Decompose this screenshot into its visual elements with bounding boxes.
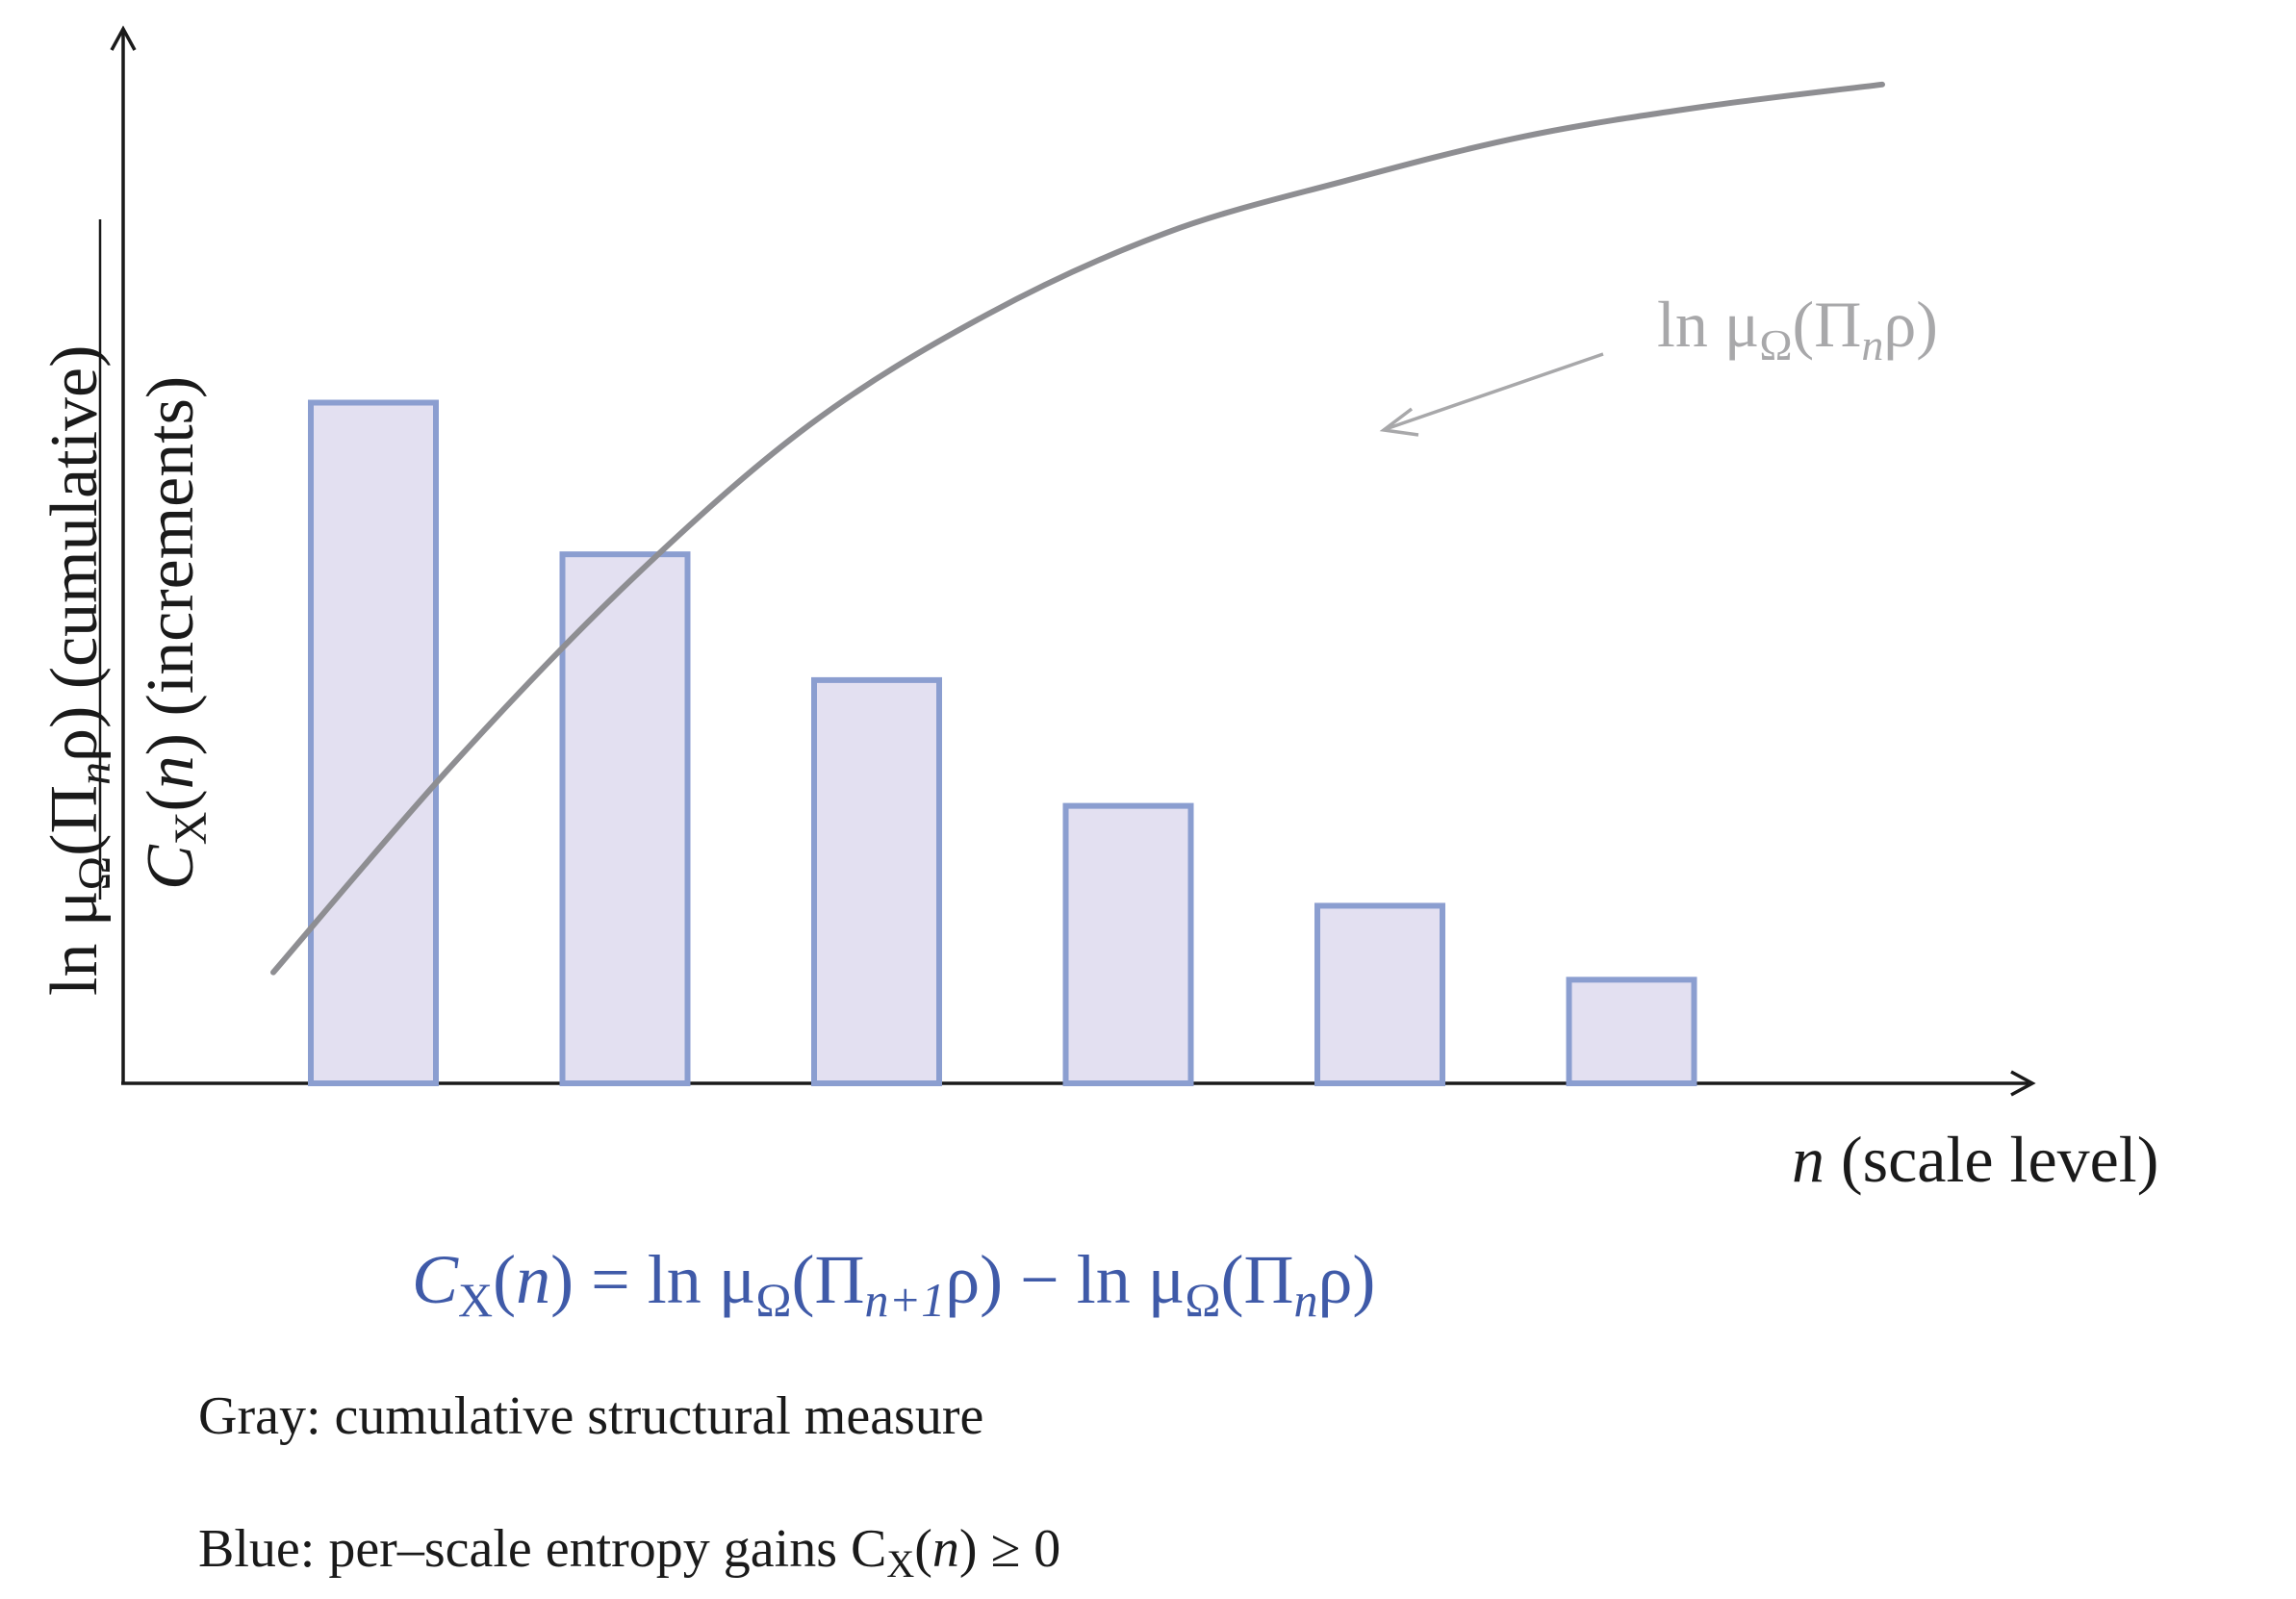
caption-blue-n: n bbox=[932, 1519, 959, 1579]
bar-5 bbox=[1314, 902, 1445, 1087]
y-label-cum-sub-omega: Ω bbox=[69, 856, 120, 891]
eq-t1-paren: (Π bbox=[791, 1241, 864, 1318]
curve-label-paren: (Π bbox=[1793, 288, 1862, 361]
eq-t1-sub: n+1 bbox=[864, 1273, 945, 1327]
eq-t1-sub-omega: Ω bbox=[755, 1273, 791, 1327]
eq-lhs-n: n bbox=[516, 1241, 550, 1318]
eq-t2-sub-omega: Ω bbox=[1185, 1273, 1220, 1327]
eq-t2-paren: (Π bbox=[1221, 1241, 1294, 1318]
x-axis-label: n (scale level) bbox=[1792, 1123, 2158, 1196]
caption-gray: Gray: cumulative structural measure bbox=[198, 1386, 983, 1446]
caption-blue-rest: ) ≥ 0 bbox=[959, 1519, 1060, 1579]
caption-blue-text: Blue: per–scale entropy gains C bbox=[198, 1519, 886, 1579]
eq-t2-rest: ρ) bbox=[1318, 1241, 1376, 1318]
eq-lhs-close: ) = ln μ bbox=[550, 1241, 755, 1318]
bar-4 bbox=[1062, 802, 1194, 1086]
y-axis-arrowhead bbox=[110, 25, 137, 51]
eq-t1-rest: ρ) − ln μ bbox=[945, 1241, 1185, 1318]
y-label-inc-rest: ) (increments) bbox=[134, 376, 208, 756]
y-axis-label-cumulative: ln μΩ(Πnρ) (cumulative) bbox=[38, 345, 120, 996]
y-label-cum-sub-n: n bbox=[69, 762, 120, 785]
curve-label-sub-omega: Ω bbox=[1759, 320, 1792, 369]
bar-6 bbox=[1566, 977, 1697, 1086]
y-label-inc-c: C bbox=[134, 844, 208, 890]
equation: CX(n) = ln μΩ(Πn+1ρ) − ln μΩ(Πnρ) bbox=[412, 1241, 1375, 1327]
x-axis-label-rest: (scale level) bbox=[1824, 1123, 2158, 1196]
curve-annotation-arrow bbox=[1385, 352, 1604, 431]
eq-lhs-sub-x: X bbox=[458, 1273, 493, 1327]
bar-3 bbox=[811, 676, 942, 1086]
curve-label-main: ln μ bbox=[1657, 288, 1759, 361]
curve-label-sub-n: n bbox=[1861, 320, 1883, 369]
y-label-cum-main: ln μ bbox=[38, 891, 112, 996]
y-label-inc-sub-x: X bbox=[166, 812, 217, 846]
caption-blue: Blue: per–scale entropy gains CX(n) ≥ 0 bbox=[198, 1519, 1060, 1586]
caption-blue-sub-x: X bbox=[886, 1542, 914, 1586]
y-label-inc-paren: ( bbox=[134, 789, 208, 811]
eq-lhs-c: C bbox=[412, 1241, 459, 1318]
x-axis-arrowhead bbox=[2010, 1070, 2036, 1097]
curve-label-rest: ρ) bbox=[1883, 288, 1938, 361]
bar-2 bbox=[559, 551, 691, 1086]
eq-t2-sub: n bbox=[1294, 1273, 1318, 1327]
eq-lhs-paren: ( bbox=[493, 1241, 516, 1318]
cumulative-curve bbox=[270, 81, 1885, 976]
y-axis-label-increments: CX(n) (increments) bbox=[134, 376, 217, 890]
bars-group bbox=[308, 399, 1697, 1087]
curve-annotation-arrowhead bbox=[1379, 407, 1419, 437]
curve-label: ln μΩ(Πnρ) bbox=[1657, 288, 1938, 369]
caption-blue-paren: ( bbox=[914, 1519, 932, 1579]
x-axis-label-n: n bbox=[1792, 1123, 1824, 1196]
y-label-inc-n: n bbox=[134, 755, 208, 789]
bar-1 bbox=[308, 399, 439, 1087]
